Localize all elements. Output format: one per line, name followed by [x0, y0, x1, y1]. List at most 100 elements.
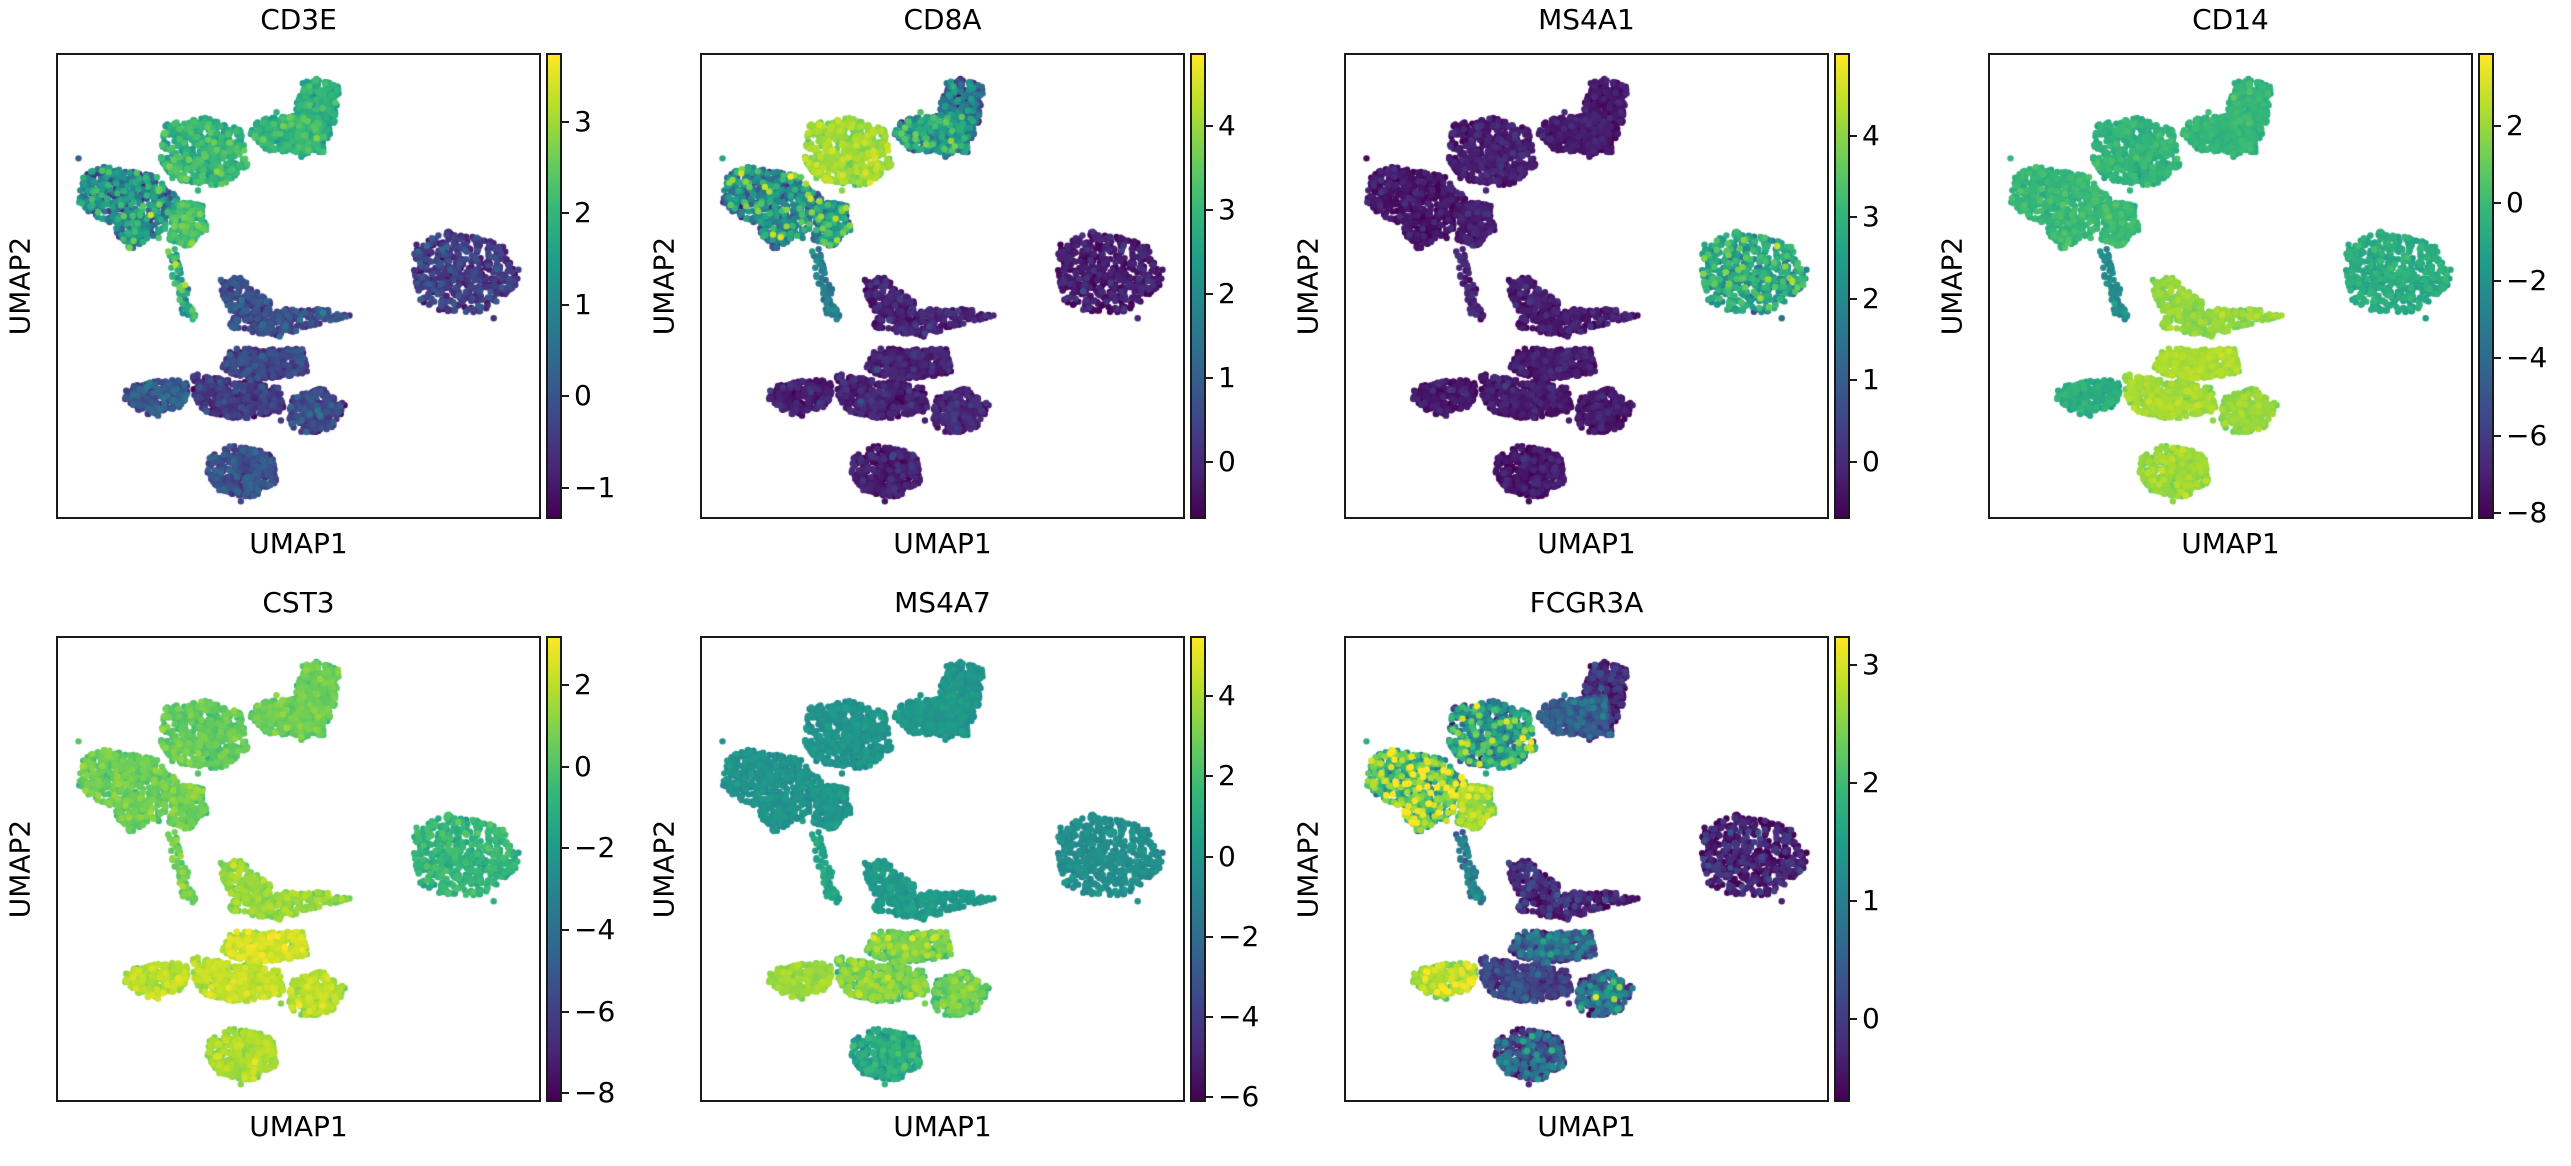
umap-panel-fcgr3a: FCGR3A UMAP2 UMAP1 3 2 1 0: [1288, 583, 1932, 1166]
panel-title: MS4A1: [1538, 3, 1635, 36]
colorbar-tick-mark: [2494, 202, 2501, 205]
plot-axes: [1988, 53, 2473, 519]
scatter-points: [702, 638, 1183, 1100]
colorbar-tick-mark: [1206, 1096, 1213, 1099]
colorbar-tick-mark: [2494, 279, 2501, 282]
umap-panel-cst3: CST3 UMAP2 UMAP1 2 0 −2 −4 −6 −8: [0, 583, 644, 1166]
colorbar-tick-label: 0: [1862, 1001, 1880, 1035]
plot-axes: [56, 53, 541, 519]
umap-panel-ms4a7: MS4A7 UMAP2 UMAP1 4 2 0 −2 −4 −6: [644, 583, 1288, 1166]
colorbar-tick-mark: [562, 212, 569, 215]
colorbar-tick-label: 2: [1218, 759, 1236, 793]
colorbar-tick-label: 4: [1218, 109, 1236, 143]
scatter-points: [1990, 55, 2471, 517]
colorbar-tick-mark: [1850, 664, 1857, 667]
colorbar-tick-mark: [2494, 512, 2501, 515]
colorbar-tick-mark: [562, 1092, 569, 1095]
y-axis-label-text: UMAP2: [1291, 236, 1325, 336]
panel-title: MS4A7: [894, 586, 991, 619]
colorbar-tick-label: −6: [574, 994, 616, 1028]
colorbar-tick-label: −1: [574, 470, 616, 504]
colorbar-tick-mark: [562, 765, 569, 768]
colorbar-tick-mark: [1206, 935, 1213, 938]
x-axis-label: UMAP1: [2181, 527, 2280, 560]
colorbar-tick-label: 3: [1862, 200, 1880, 234]
colorbar-tick-mark: [2494, 357, 2501, 360]
plot-axes: [700, 636, 1185, 1102]
colorbar-ticks: 3 2 1 0: [1850, 636, 1930, 1102]
colorbar-tick-mark: [2494, 124, 2501, 127]
colorbar-tick-label: 4: [1862, 118, 1880, 152]
colorbar-tick-mark: [1850, 1017, 1857, 1020]
colorbar-tick-mark: [1850, 781, 1857, 784]
colorbar-tick-label: −4: [2506, 341, 2548, 375]
colorbar-tick-mark: [1850, 216, 1857, 219]
colorbar-tick-label: −4: [574, 912, 616, 946]
panel-title: CD14: [2192, 3, 2269, 36]
colorbar: [1834, 636, 1850, 1102]
panel-title: CST3: [262, 586, 335, 619]
plot-axes: [1344, 53, 1829, 519]
colorbar-ticks: 4 2 0 −2 −4 −6: [1206, 636, 1286, 1113]
x-axis-label: UMAP1: [249, 527, 348, 560]
y-axis-label-text: UMAP2: [3, 819, 37, 919]
colorbar-tick-label: 2: [1862, 281, 1880, 315]
umap-panel-cd8a: CD8A UMAP2 UMAP1 4 3 2 1 0: [644, 0, 1288, 583]
colorbar-tick-label: 1: [1862, 883, 1880, 917]
x-axis-label: UMAP1: [249, 1110, 348, 1143]
y-axis-label-text: UMAP2: [3, 236, 37, 336]
colorbar-tick-label: 0: [1218, 839, 1236, 873]
colorbar-tick-label: 1: [574, 287, 592, 321]
plot-axes: [1344, 636, 1829, 1102]
panel-title: FCGR3A: [1529, 586, 1644, 619]
colorbar-ticks: 4 3 2 1 0: [1850, 53, 1930, 519]
x-axis-label: UMAP1: [1537, 1110, 1636, 1143]
colorbar-tick-label: 1: [1218, 360, 1236, 394]
colorbar-tick-label: 0: [1862, 444, 1880, 478]
colorbar-tick-mark: [562, 303, 569, 306]
umap-panel-cd3e: CD3E UMAP2 UMAP1 3 2 1 0 −1: [0, 0, 644, 583]
colorbar: [2478, 53, 2494, 519]
colorbar-tick-mark: [1206, 376, 1213, 379]
colorbar-tick-mark: [2494, 434, 2501, 437]
plot-axes: [700, 53, 1185, 519]
umap-panel-ms4a1: MS4A1 UMAP2 UMAP1 4 3 2 1 0: [1288, 0, 1932, 583]
colorbar-tick-mark: [1206, 695, 1213, 698]
colorbar-tick-label: 0: [1218, 444, 1236, 478]
panel-title: CD3E: [260, 3, 337, 36]
colorbar-tick-label: −6: [1218, 1080, 1260, 1114]
colorbar-tick-label: 3: [1862, 648, 1880, 682]
colorbar-tick-mark: [1206, 775, 1213, 778]
colorbar-tick-mark: [1850, 134, 1857, 137]
colorbar-tick-label: 0: [574, 749, 592, 783]
colorbar-tick-mark: [1850, 379, 1857, 382]
scatter-points: [1346, 55, 1827, 517]
colorbar-tick-mark: [1206, 460, 1213, 463]
colorbar-tick-label: −8: [2506, 496, 2548, 530]
scatter-points: [702, 55, 1183, 517]
y-axis-label-text: UMAP2: [647, 236, 681, 336]
colorbar-tick-mark: [1850, 460, 1857, 463]
colorbar: [546, 53, 562, 519]
colorbar-tick-label: −4: [1218, 999, 1260, 1033]
colorbar: [1190, 636, 1206, 1102]
colorbar: [1834, 53, 1850, 519]
colorbar-tick-label: 3: [1218, 193, 1236, 227]
panel-title: CD8A: [903, 3, 982, 36]
colorbar-tick-mark: [562, 847, 569, 850]
colorbar-tick-mark: [562, 486, 569, 489]
colorbar-ticks: 3 2 1 0 −1: [562, 53, 642, 519]
x-axis-label: UMAP1: [893, 1110, 992, 1143]
colorbar-tick-mark: [1850, 899, 1857, 902]
colorbar-tick-mark: [562, 684, 569, 687]
colorbar-tick-mark: [1206, 1015, 1213, 1018]
y-axis-label-text: UMAP2: [647, 819, 681, 919]
colorbar-tick-label: 0: [2506, 186, 2524, 220]
colorbar: [1190, 53, 1206, 519]
colorbar-tick-label: −2: [1218, 919, 1260, 953]
y-axis-label-text: UMAP2: [1291, 819, 1325, 919]
plot-axes: [56, 636, 541, 1102]
colorbar-tick-label: 4: [1218, 679, 1236, 713]
colorbar-tick-label: −8: [574, 1076, 616, 1110]
y-axis-label-text: UMAP2: [1935, 236, 1969, 336]
